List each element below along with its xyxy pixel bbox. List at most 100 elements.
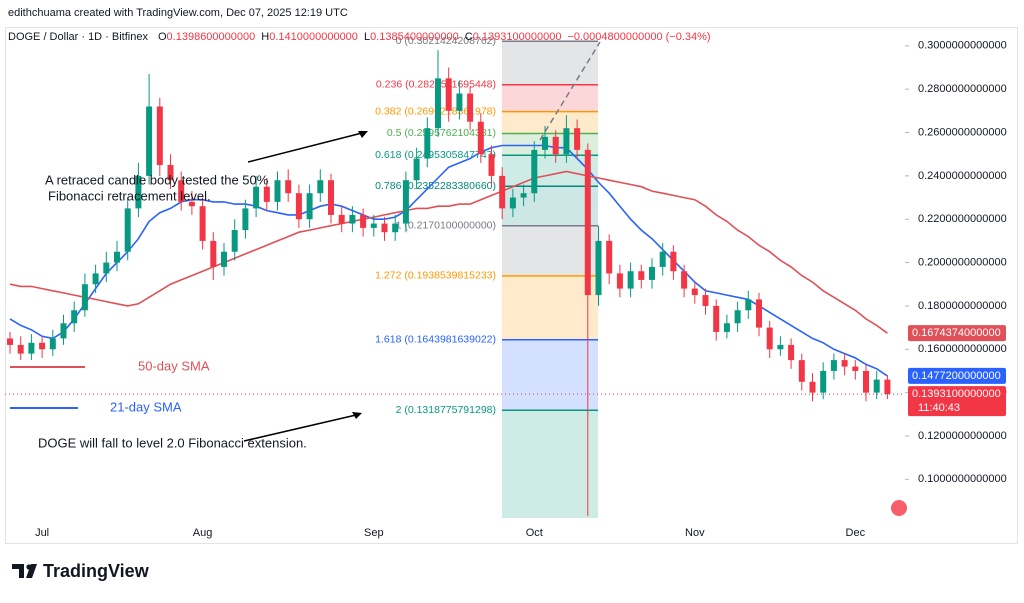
ohlc-value: 0.1410000000000	[269, 31, 358, 43]
credit: edithchuama created with TradingView.com…	[8, 7, 348, 19]
candle-body	[92, 273, 99, 285]
legend-label: 50-day SMA	[138, 358, 210, 373]
candle-body	[852, 366, 859, 371]
candle-body	[7, 338, 13, 345]
fib-band	[502, 133, 598, 156]
candle-body	[103, 262, 110, 274]
candle-body	[317, 180, 324, 194]
candle-body	[424, 128, 431, 159]
ohlc-value: 0.1385400000000	[370, 31, 459, 43]
price-tag-label: 0.1477200000000	[912, 370, 1001, 382]
x-tick-label: Dec	[846, 527, 866, 539]
arrow	[247, 132, 363, 163]
candle-body	[435, 78, 441, 129]
fib-band	[502, 339, 598, 411]
candle-body	[114, 251, 120, 263]
candle-body	[542, 136, 548, 150]
candle-body	[81, 284, 88, 311]
fib-band	[502, 41, 598, 85]
candle-body	[71, 310, 78, 324]
candle-body	[830, 360, 837, 371]
candle-body	[135, 175, 142, 209]
candle-body	[509, 197, 516, 209]
frame	[5, 27, 1018, 544]
candle-body	[231, 230, 238, 252]
x-tick-label: Oct	[526, 527, 543, 539]
candle-body	[681, 271, 688, 289]
candle-body	[60, 323, 67, 339]
legend-label: 21-day SMA	[110, 399, 182, 414]
brand: TradingView	[43, 561, 150, 581]
y-tick-label: 0.2600000000000	[918, 126, 1007, 138]
fib-label: 0.618 (0.2495305847747)	[375, 149, 496, 161]
candle-body	[788, 344, 795, 361]
x-tick-label: Jul	[35, 527, 49, 539]
candle-body	[574, 128, 581, 150]
annotation: Fibonacci retracement level.	[48, 188, 211, 203]
candle-body	[723, 323, 730, 332]
candle-body	[253, 186, 260, 209]
countdown: 11:40:43	[918, 402, 960, 414]
x-tick-label: Aug	[193, 527, 213, 539]
candle-body	[616, 273, 623, 289]
ohlc-key: H	[261, 31, 269, 43]
candle-body	[670, 251, 677, 272]
candle-body	[28, 342, 35, 354]
candle-body	[221, 251, 227, 267]
candle-body	[39, 342, 46, 350]
ohlc-value: 0.1398600000000	[167, 31, 256, 43]
candle-body	[756, 299, 762, 328]
logo	[12, 564, 37, 578]
arrow-head	[358, 131, 368, 138]
price-tag	[908, 386, 1006, 417]
candle-body	[873, 379, 880, 393]
y-tick-label: 0.1800000000000	[918, 300, 1007, 312]
candle-body	[413, 158, 420, 181]
fib-label: 1 (0.2170100000000)	[396, 219, 496, 231]
fib-label: 0 (0.3021424208762)	[396, 35, 496, 47]
candle-body	[841, 360, 848, 367]
candle-body	[178, 180, 185, 202]
candle-body	[584, 149, 591, 296]
candle-body	[863, 370, 869, 393]
y-tick-label: 0.2000000000000	[918, 256, 1007, 268]
candle-body	[659, 251, 666, 267]
fib-band	[502, 275, 598, 340]
plot: 0.10000000000000.12000000000000.14000000…	[5, 40, 1007, 539]
fib-label: 2 (0.1318775791298)	[396, 404, 496, 416]
candle-body	[360, 214, 367, 228]
icon	[891, 500, 907, 516]
sma-line	[9, 170, 888, 334]
annotation: DOGE will fall to level 2.0 Fibonacci ex…	[38, 435, 307, 450]
fib-label: 1.618 (0.1643981639022)	[375, 334, 496, 346]
candle-body	[595, 240, 602, 296]
change: −0.0004800000000 (−0.34%)	[567, 31, 710, 43]
y-tick-label: 0.1000000000000	[918, 473, 1007, 485]
candle-body	[488, 154, 495, 176]
candle-body	[520, 193, 527, 198]
candle-body	[798, 360, 805, 382]
y-tick-label: 0.2800000000000	[918, 83, 1007, 95]
candle-body	[188, 201, 195, 207]
fib-band	[502, 225, 598, 276]
candle-body	[563, 128, 570, 155]
candle-body	[156, 106, 163, 166]
candle-body	[713, 305, 720, 332]
ohlc-key: C	[465, 31, 473, 43]
candle-body	[552, 136, 559, 155]
logo-dot	[26, 564, 32, 570]
trend-line	[539, 41, 601, 141]
candle-body	[349, 214, 356, 224]
price-tag-label: 0.1674374000000	[912, 327, 1001, 339]
candle-body	[884, 379, 891, 395]
candle-body	[702, 295, 709, 306]
candle-body	[242, 208, 249, 231]
fib-band	[502, 155, 598, 187]
candle-body	[370, 223, 377, 228]
fib-band	[502, 410, 598, 518]
ohlc-key: O	[158, 31, 167, 43]
symbol: DOGE / Dollar · 1D · Bitfinex	[8, 31, 148, 43]
candle-body	[820, 370, 827, 393]
candle-body	[295, 193, 302, 220]
